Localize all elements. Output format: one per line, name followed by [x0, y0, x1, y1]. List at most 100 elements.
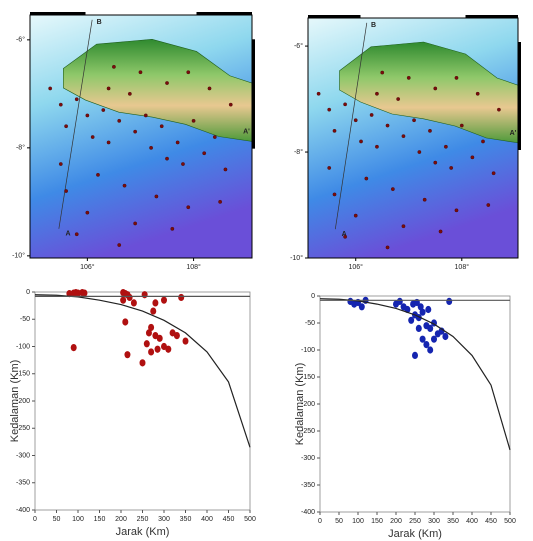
- event: [333, 129, 336, 132]
- event: [123, 184, 126, 187]
- event: [391, 187, 394, 190]
- event: [439, 230, 442, 233]
- x-tick-label: 350: [447, 518, 459, 525]
- event: [428, 129, 431, 132]
- event: [208, 87, 211, 90]
- event: [460, 124, 463, 127]
- hypocenter: [446, 298, 452, 305]
- event: [176, 141, 179, 144]
- event: [102, 108, 105, 111]
- event: [434, 87, 437, 90]
- event: [492, 172, 495, 175]
- hypocenter: [165, 346, 171, 353]
- hypocenter: [174, 332, 180, 339]
- hypocenter: [157, 335, 163, 342]
- event: [229, 103, 232, 106]
- event: [64, 125, 67, 128]
- annotation: A: [66, 231, 71, 238]
- event: [107, 141, 110, 144]
- event: [487, 203, 490, 206]
- x-axis-label: Jarak (Km): [116, 526, 170, 538]
- event: [224, 168, 227, 171]
- event: [218, 200, 221, 203]
- y-tick-label: -400: [16, 507, 30, 514]
- event: [497, 108, 500, 111]
- x-tick-label: 50: [335, 518, 343, 525]
- x-tick-label: 400: [201, 516, 213, 523]
- event: [165, 81, 168, 84]
- event: [343, 235, 346, 238]
- event: [118, 243, 121, 246]
- event: [359, 140, 362, 143]
- event: [396, 97, 399, 100]
- hypocenter: [178, 294, 184, 301]
- x-tick-label: 0: [33, 516, 37, 523]
- x-tick-label: 450: [223, 516, 235, 523]
- y-tick-label: -300: [301, 455, 315, 462]
- x-tick-label: 50: [53, 516, 61, 523]
- hypocenter: [431, 336, 437, 343]
- hypocenter: [150, 307, 156, 314]
- event: [133, 222, 136, 225]
- frame-bar: [30, 12, 86, 15]
- event: [107, 87, 110, 90]
- event: [418, 150, 421, 153]
- event: [187, 206, 190, 209]
- figure: BAA'106°108°-6°-8°-10°BAA'106°108°-6°-8°…: [0, 0, 533, 541]
- hypocenter: [155, 346, 161, 353]
- x-tick-label: 150: [371, 518, 383, 525]
- x-tick-label: 300: [158, 516, 170, 523]
- y-tick-label: -10°: [290, 254, 303, 262]
- y-tick-label: -6°: [294, 42, 303, 50]
- frame-bar: [197, 12, 253, 15]
- x-tick-label: 450: [485, 518, 497, 525]
- y-tick-label: -300: [16, 452, 30, 459]
- x-tick-label: 200: [390, 518, 402, 525]
- hypocenter: [418, 303, 424, 310]
- event: [423, 198, 426, 201]
- event: [155, 195, 158, 198]
- event: [133, 130, 136, 133]
- event: [149, 146, 152, 149]
- y-tick-label: -350: [301, 482, 315, 489]
- y-tick-label: -6°: [16, 36, 25, 44]
- event: [192, 119, 195, 122]
- event: [86, 114, 89, 117]
- event: [407, 76, 410, 79]
- event: [213, 135, 216, 138]
- event: [317, 92, 320, 95]
- hypocenter: [148, 348, 154, 355]
- x-tick-label: 250: [137, 516, 149, 523]
- event: [343, 103, 346, 106]
- hypocenter: [416, 325, 422, 332]
- hypocenter: [124, 351, 130, 358]
- event: [118, 119, 121, 122]
- event: [59, 103, 62, 106]
- event: [96, 173, 99, 176]
- event: [381, 71, 384, 74]
- event: [354, 119, 357, 122]
- y-tick-label: 0: [26, 289, 30, 296]
- hypocenter: [148, 324, 154, 331]
- event: [455, 76, 458, 79]
- event: [333, 193, 336, 196]
- hypocenter: [408, 317, 414, 324]
- hypocenter: [152, 299, 158, 306]
- hypocenter: [183, 337, 189, 344]
- y-tick-label: -100: [16, 343, 30, 350]
- frame-bar: [252, 39, 255, 148]
- hypocenter: [71, 344, 77, 351]
- event: [328, 108, 331, 111]
- x-tick-label: 100: [352, 518, 364, 525]
- y-tick-label: -50: [305, 320, 315, 327]
- x-tick-label: 400: [466, 518, 478, 525]
- y-tick-label: -400: [301, 509, 315, 516]
- hypocenter: [131, 299, 137, 306]
- event: [386, 246, 389, 249]
- y-tick-label: -350: [16, 480, 30, 487]
- event: [455, 209, 458, 212]
- hypocenter: [127, 294, 133, 301]
- annotation: B: [371, 22, 376, 29]
- event: [203, 152, 206, 155]
- event: [75, 98, 78, 101]
